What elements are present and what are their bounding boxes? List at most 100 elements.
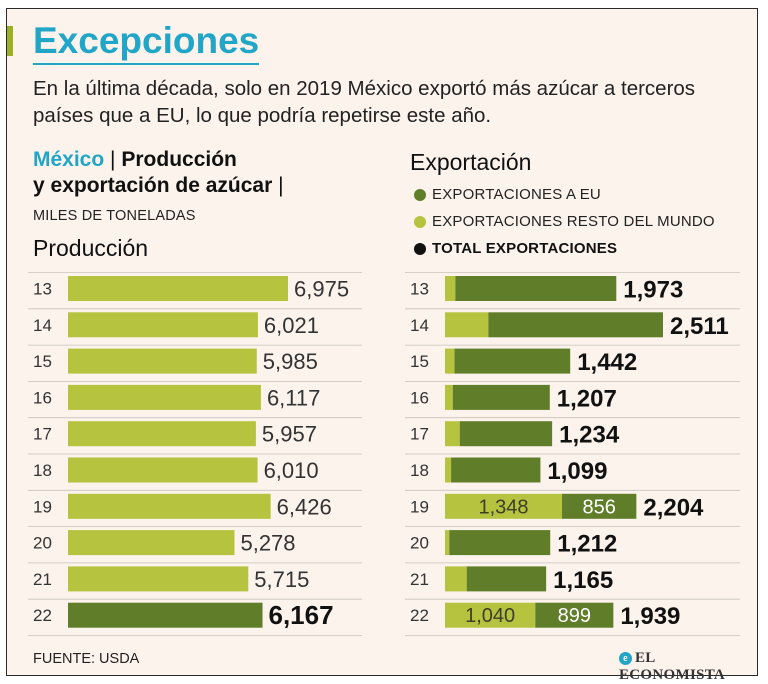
- export-year-label: 13: [410, 280, 429, 299]
- export-total-label: 2,204: [643, 494, 704, 521]
- legend-dot-eu: [414, 189, 426, 201]
- export-bar-rest: [445, 530, 450, 556]
- legend-dot-total: [414, 243, 426, 255]
- production-year-label: 13: [33, 280, 52, 299]
- production-year-label: 15: [33, 352, 52, 371]
- production-bar: [68, 530, 235, 556]
- export-eu-value-label: 856: [583, 496, 616, 518]
- production-year-label: 21: [33, 570, 52, 589]
- production-bar: [68, 602, 263, 628]
- production-bar: [68, 312, 258, 338]
- export-bar-eu: [562, 493, 637, 519]
- export-bar-rest: [445, 348, 455, 374]
- export-bar-eu: [452, 384, 550, 410]
- legend-label-total: TOTAL EXPORTACIONES: [432, 240, 618, 257]
- production-bar: [68, 493, 271, 519]
- logo-text: EL ECONOMISTA: [619, 650, 726, 683]
- production-year-label: 20: [33, 534, 52, 553]
- production-chart-title: Producción: [33, 235, 149, 261]
- export-bar-eu: [454, 348, 571, 374]
- production-year-label: 16: [33, 388, 52, 407]
- export-bar-rest: [445, 312, 489, 338]
- legend-item-eu: EXPORTACIONES A EU: [410, 181, 715, 208]
- heading-country: México: [33, 148, 105, 171]
- export-bar-rest: [445, 602, 536, 628]
- publisher-logo: e EL ECONOMISTA: [619, 650, 757, 684]
- production-value-label: 6,167: [269, 600, 334, 630]
- export-bar-eu: [449, 530, 551, 556]
- production-year-label: 14: [33, 316, 52, 335]
- export-bar-eu: [488, 312, 663, 338]
- export-bar-rest: [445, 276, 456, 301]
- export-bar-rest: [445, 421, 460, 447]
- production-value-label: 6,975: [294, 277, 349, 302]
- production-value-label: 6,117: [267, 385, 320, 410]
- export-bar-eu: [466, 566, 547, 592]
- units-label: MILES DE TONELADAS: [33, 208, 196, 224]
- export-bar-eu: [455, 276, 617, 301]
- production-bar: [68, 276, 288, 301]
- export-bar-eu: [451, 457, 541, 483]
- page-title: Excepciones: [33, 20, 260, 61]
- production-value-label: 6,021: [264, 313, 319, 338]
- logo-mark-icon: e: [619, 652, 632, 665]
- heading-separator-2: |: [278, 174, 284, 197]
- export-bar-eu: [459, 421, 553, 447]
- export-year-label: 17: [410, 425, 429, 444]
- production-value-label: 6,010: [264, 458, 319, 483]
- production-year-label: 19: [33, 497, 52, 516]
- legend-item-rest: EXPORTACIONES RESTO DEL MUNDO: [410, 208, 715, 235]
- export-total-label: 1,212: [557, 531, 617, 558]
- legend-label-eu: EXPORTACIONES A EU: [432, 186, 601, 203]
- export-total-label: 1,207: [557, 385, 617, 412]
- exports-chart-title: Exportación: [410, 149, 532, 175]
- export-year-label: 14: [410, 316, 429, 335]
- export-total-label: 1,973: [623, 277, 683, 304]
- export-bar-rest: [445, 457, 452, 483]
- production-bar: [68, 348, 257, 374]
- export-total-label: 1,099: [547, 458, 607, 485]
- production-year-label: 17: [33, 425, 52, 444]
- export-year-label: 18: [410, 461, 429, 480]
- export-eu-value-label: 899: [558, 605, 591, 627]
- export-year-label: 20: [410, 534, 429, 553]
- export-rest-value-label: 1,348: [478, 496, 528, 518]
- source-note: FUENTE: USDA: [33, 651, 140, 667]
- export-year-label: 16: [410, 388, 429, 407]
- export-bar-rest: [445, 493, 563, 519]
- export-year-label: 21: [410, 570, 429, 589]
- production-value-label: 5,278: [240, 531, 295, 556]
- legend-label-rest: EXPORTACIONES RESTO DEL MUNDO: [432, 213, 715, 230]
- legend: EXPORTACIONES A EU EXPORTACIONES RESTO D…: [410, 181, 715, 262]
- export-total-label: 1,939: [620, 603, 680, 630]
- heading-production: Producción: [121, 148, 237, 171]
- production-value-label: 5,985: [263, 349, 318, 374]
- production-year-label: 22: [33, 606, 52, 625]
- production-value-label: 5,715: [254, 567, 309, 592]
- heading-separator: |: [110, 148, 116, 171]
- export-total-label: 2,511: [670, 313, 729, 340]
- production-year-label: 18: [33, 461, 52, 480]
- export-total-label: 1,234: [559, 422, 620, 449]
- export-total-label: 1,442: [577, 349, 637, 376]
- export-total-label: 1,165: [553, 567, 613, 594]
- chart-heading: México | Producción y exportación de azú…: [33, 147, 284, 199]
- export-bar-rest: [445, 566, 467, 592]
- production-value-label: 5,957: [262, 422, 317, 447]
- production-bar: [68, 457, 258, 483]
- subtitle-line-1: En la última década, solo en 2019 México…: [33, 77, 696, 100]
- export-year-label: 19: [410, 497, 429, 516]
- export-bar-eu: [535, 602, 614, 628]
- title-accent-bar: [7, 26, 13, 56]
- production-bar: [68, 384, 261, 410]
- title-underline: [33, 63, 259, 65]
- export-rest-value-label: 1,040: [465, 605, 515, 627]
- production-bar: [68, 421, 256, 447]
- legend-item-total: TOTAL EXPORTACIONES: [410, 235, 715, 262]
- legend-dot-rest: [414, 216, 426, 228]
- infographic-frame: Excepciones En la última década, solo en…: [6, 8, 758, 683]
- production-value-label: 6,426: [277, 494, 332, 519]
- export-year-label: 22: [410, 606, 429, 625]
- export-year-label: 15: [410, 352, 429, 371]
